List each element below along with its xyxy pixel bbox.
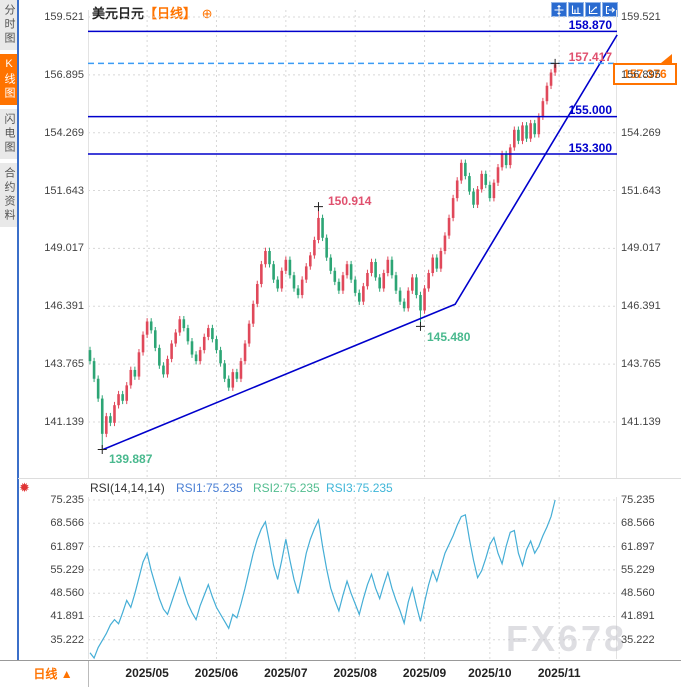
y-axis-tick-label: 141.139 — [44, 415, 84, 428]
point-label-high-150914: 150.914 — [328, 194, 372, 208]
x-axis-tick-label: 2025/10 — [468, 666, 512, 680]
y-axis-tick-label: 156.895 — [44, 68, 84, 81]
hline-label-153300: 153.300 — [568, 141, 612, 155]
sidebar-item-kline-chart[interactable]: K线图 — [0, 54, 17, 105]
price-tag-flag — [661, 54, 672, 63]
period-selector-label: 日线 — [33, 667, 58, 681]
rsi3-legend: RSI3:75.235 — [326, 481, 393, 495]
y-axis-tick-label: 146.391 — [621, 300, 661, 313]
sidebar-divider — [17, 0, 19, 687]
period-selector-arrow-icon: ▲ — [60, 667, 73, 681]
rsi-y-axis-tick-label: 41.891 — [50, 610, 84, 623]
rsi1-legend: RSI1:75.235 — [176, 481, 243, 495]
y-axis-tick-label: 156.895 — [621, 68, 661, 81]
rsi-y-axis-tick-label: 55.229 — [50, 563, 84, 576]
rsi2-legend: RSI2:75.235 — [253, 481, 320, 495]
y-axis-tick-label: 143.765 — [44, 358, 84, 371]
rsi-y-axis-tick-label: 48.560 — [621, 587, 655, 600]
sidebar-item-time-chart[interactable]: 分时图 — [0, 0, 17, 50]
rsi-chart-canvas[interactable] — [88, 497, 617, 660]
rsi-y-axis-tick-label: 41.891 — [621, 610, 655, 623]
add-indicator-icon[interactable]: ⊕ — [201, 6, 213, 21]
y-axis-tick-label: 154.269 — [44, 126, 84, 139]
hline-label-158870: 158.870 — [568, 18, 612, 32]
main-chart-canvas[interactable] — [88, 10, 618, 478]
x-axis-tick-label: 2025/11 — [537, 666, 581, 680]
sidebar-item-lightning-chart[interactable]: 闪电图 — [0, 109, 17, 159]
period-selector[interactable]: 日线 ▲ — [18, 661, 89, 687]
y-axis-tick-label: 151.643 — [44, 184, 84, 197]
y-axis-tick-label: 149.017 — [44, 242, 84, 255]
y-axis-tick-label: 159.521 — [621, 11, 661, 23]
point-label-low-145480: 145.480 — [427, 330, 471, 344]
x-axis-tick-label: 2025/06 — [194, 666, 239, 680]
rsi-indicator-name: RSI(14,14,14) — [90, 481, 165, 495]
trendline — [102, 34, 618, 451]
sidebar-item-contract-info[interactable]: 合约资料 — [0, 163, 17, 227]
y-axis-tick-label: 151.643 — [621, 184, 661, 197]
axis-scale-icon[interactable] — [568, 2, 584, 17]
pane-separator — [18, 478, 681, 479]
rsi-y-axis-tick-label: 68.566 — [621, 517, 655, 530]
y-axis-tick-label: 149.017 — [621, 242, 661, 255]
hline-label-155000: 155.000 — [568, 103, 612, 117]
x-axis-tick-label: 2025/07 — [264, 666, 308, 680]
symbol-name: 美元日元 — [92, 6, 145, 21]
trend-indicator-icon[interactable] — [585, 2, 601, 17]
watermark-logo: FX678 — [506, 618, 628, 659]
chart-type-sidebar: 分时图 K线图 闪电图 合约资料 — [0, 0, 17, 231]
rsi-y-axis-tick-label: 75.235 — [50, 494, 84, 506]
rsi-y-axis-tick-label: 55.229 — [621, 563, 655, 576]
rsi-settings-icon[interactable]: ✹ — [19, 480, 30, 495]
point-label-low-139887: 139.887 — [109, 452, 153, 466]
swing-cross-marker — [313, 202, 323, 212]
x-axis-tick-label: 2025/08 — [333, 666, 377, 680]
rsi-grid — [88, 497, 617, 659]
hline-label-157417: 157.417 — [568, 50, 612, 64]
y-axis-tick-label: 141.139 — [621, 415, 661, 428]
rsi-line — [89, 499, 556, 660]
swing-cross-marker — [97, 445, 107, 455]
y-axis-tick-label: 146.391 — [44, 300, 84, 313]
rsi-y-axis-tick-label: 35.222 — [50, 633, 84, 646]
y-axis-tick-label: 159.521 — [44, 11, 84, 23]
rsi-y-axis-tick-label: 35.222 — [621, 633, 655, 646]
main-grid — [88, 10, 617, 478]
x-axis-tick-label: 2025/09 — [402, 666, 447, 680]
rsi-y-axis-tick-label: 68.566 — [50, 517, 84, 530]
rsi-y-axis-tick-label: 61.897 — [621, 540, 655, 553]
swing-cross-marker — [550, 58, 560, 68]
candles — [88, 63, 557, 450]
bottom-bar — [0, 660, 681, 687]
swing-cross-marker — [415, 321, 425, 331]
x-axis-tick-label: 2025/05 — [125, 666, 169, 680]
chart-toolbar — [551, 2, 618, 17]
rsi-y-axis-tick-label: 75.235 — [621, 494, 655, 506]
current-price-tag: 157.376 — [613, 63, 677, 85]
rsi-y-axis-tick-label: 48.560 — [50, 587, 84, 600]
rsi-y-axis-tick-label: 61.897 — [50, 540, 84, 553]
y-axis-tick-label: 154.269 — [621, 126, 661, 139]
y-axis-tick-label: 143.765 — [621, 358, 661, 371]
